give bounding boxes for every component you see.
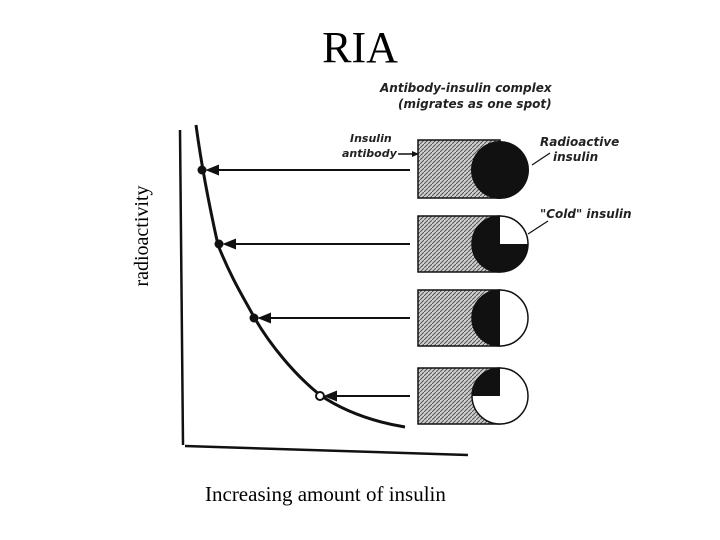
complex-label-line2: (migrates as one spot) bbox=[398, 97, 552, 111]
curve-point-3 bbox=[249, 313, 259, 323]
complex-tube-4 bbox=[417, 367, 529, 425]
slide-title: RIA bbox=[322, 23, 398, 72]
curve-point-2 bbox=[214, 239, 224, 249]
complex-tube-2 bbox=[417, 215, 529, 273]
cold-insulin-label: "Cold" insulin bbox=[540, 207, 632, 221]
antibody-label-line1: Insulin bbox=[350, 132, 392, 145]
complex-tube-3 bbox=[417, 289, 529, 347]
x-axis bbox=[184, 444, 469, 457]
y-axis bbox=[178, 129, 185, 446]
radioactive-label-line1: Radioactive bbox=[540, 135, 619, 149]
radioactive-label-line2: insulin bbox=[553, 150, 598, 164]
complex-label-line1: Antibody-insulin complex bbox=[379, 81, 553, 95]
complex-tube-1 bbox=[417, 139, 529, 199]
cold-insulin-pointer bbox=[527, 220, 549, 235]
antibody-pointer bbox=[398, 151, 419, 157]
antibody-label-line2: antibody bbox=[342, 147, 398, 160]
curve-point-4 bbox=[315, 391, 325, 401]
radioactive-pointer bbox=[531, 152, 551, 166]
x-axis-label: Increasing amount of insulin bbox=[205, 482, 446, 506]
curve-point-1 bbox=[197, 165, 207, 175]
